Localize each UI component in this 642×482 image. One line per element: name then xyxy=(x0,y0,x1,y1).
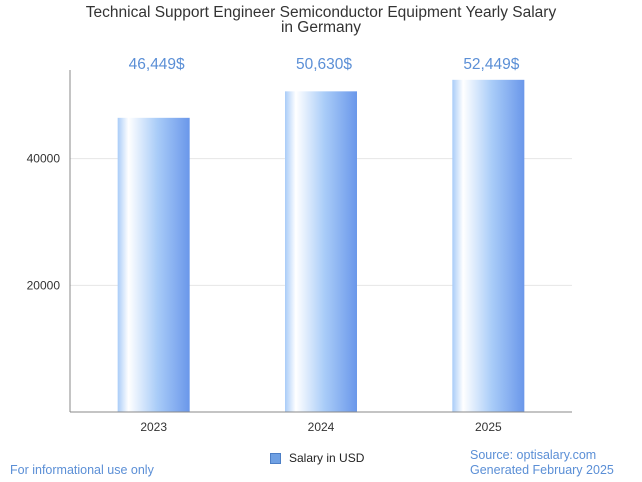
footer-generated: Generated February 2025 xyxy=(470,463,614,477)
footer-disclaimer: For informational use only xyxy=(10,463,154,477)
legend: Salary in USD xyxy=(270,451,364,465)
x-tick-label: 2024 xyxy=(308,420,335,434)
x-tick-label: 2025 xyxy=(475,420,502,434)
data-label: 46,449$ xyxy=(129,56,185,73)
data-label: 52,449$ xyxy=(463,56,519,73)
data-label: 50,630$ xyxy=(296,56,352,73)
y-tick-label: 40000 xyxy=(27,152,61,166)
legend-swatch xyxy=(270,452,281,464)
bar xyxy=(285,91,357,413)
chart-title-line-2: in Germany xyxy=(280,19,362,36)
footer-source: Source: optisalary.com xyxy=(470,448,597,462)
x-tick-label: 2023 xyxy=(140,420,167,434)
y-tick-label: 20000 xyxy=(27,278,61,292)
legend-label: Salary in USD xyxy=(289,451,365,465)
bar xyxy=(117,117,190,412)
bar xyxy=(452,79,525,412)
chart-title-line-1: Technical Support Engineer Semiconductor… xyxy=(85,4,557,21)
